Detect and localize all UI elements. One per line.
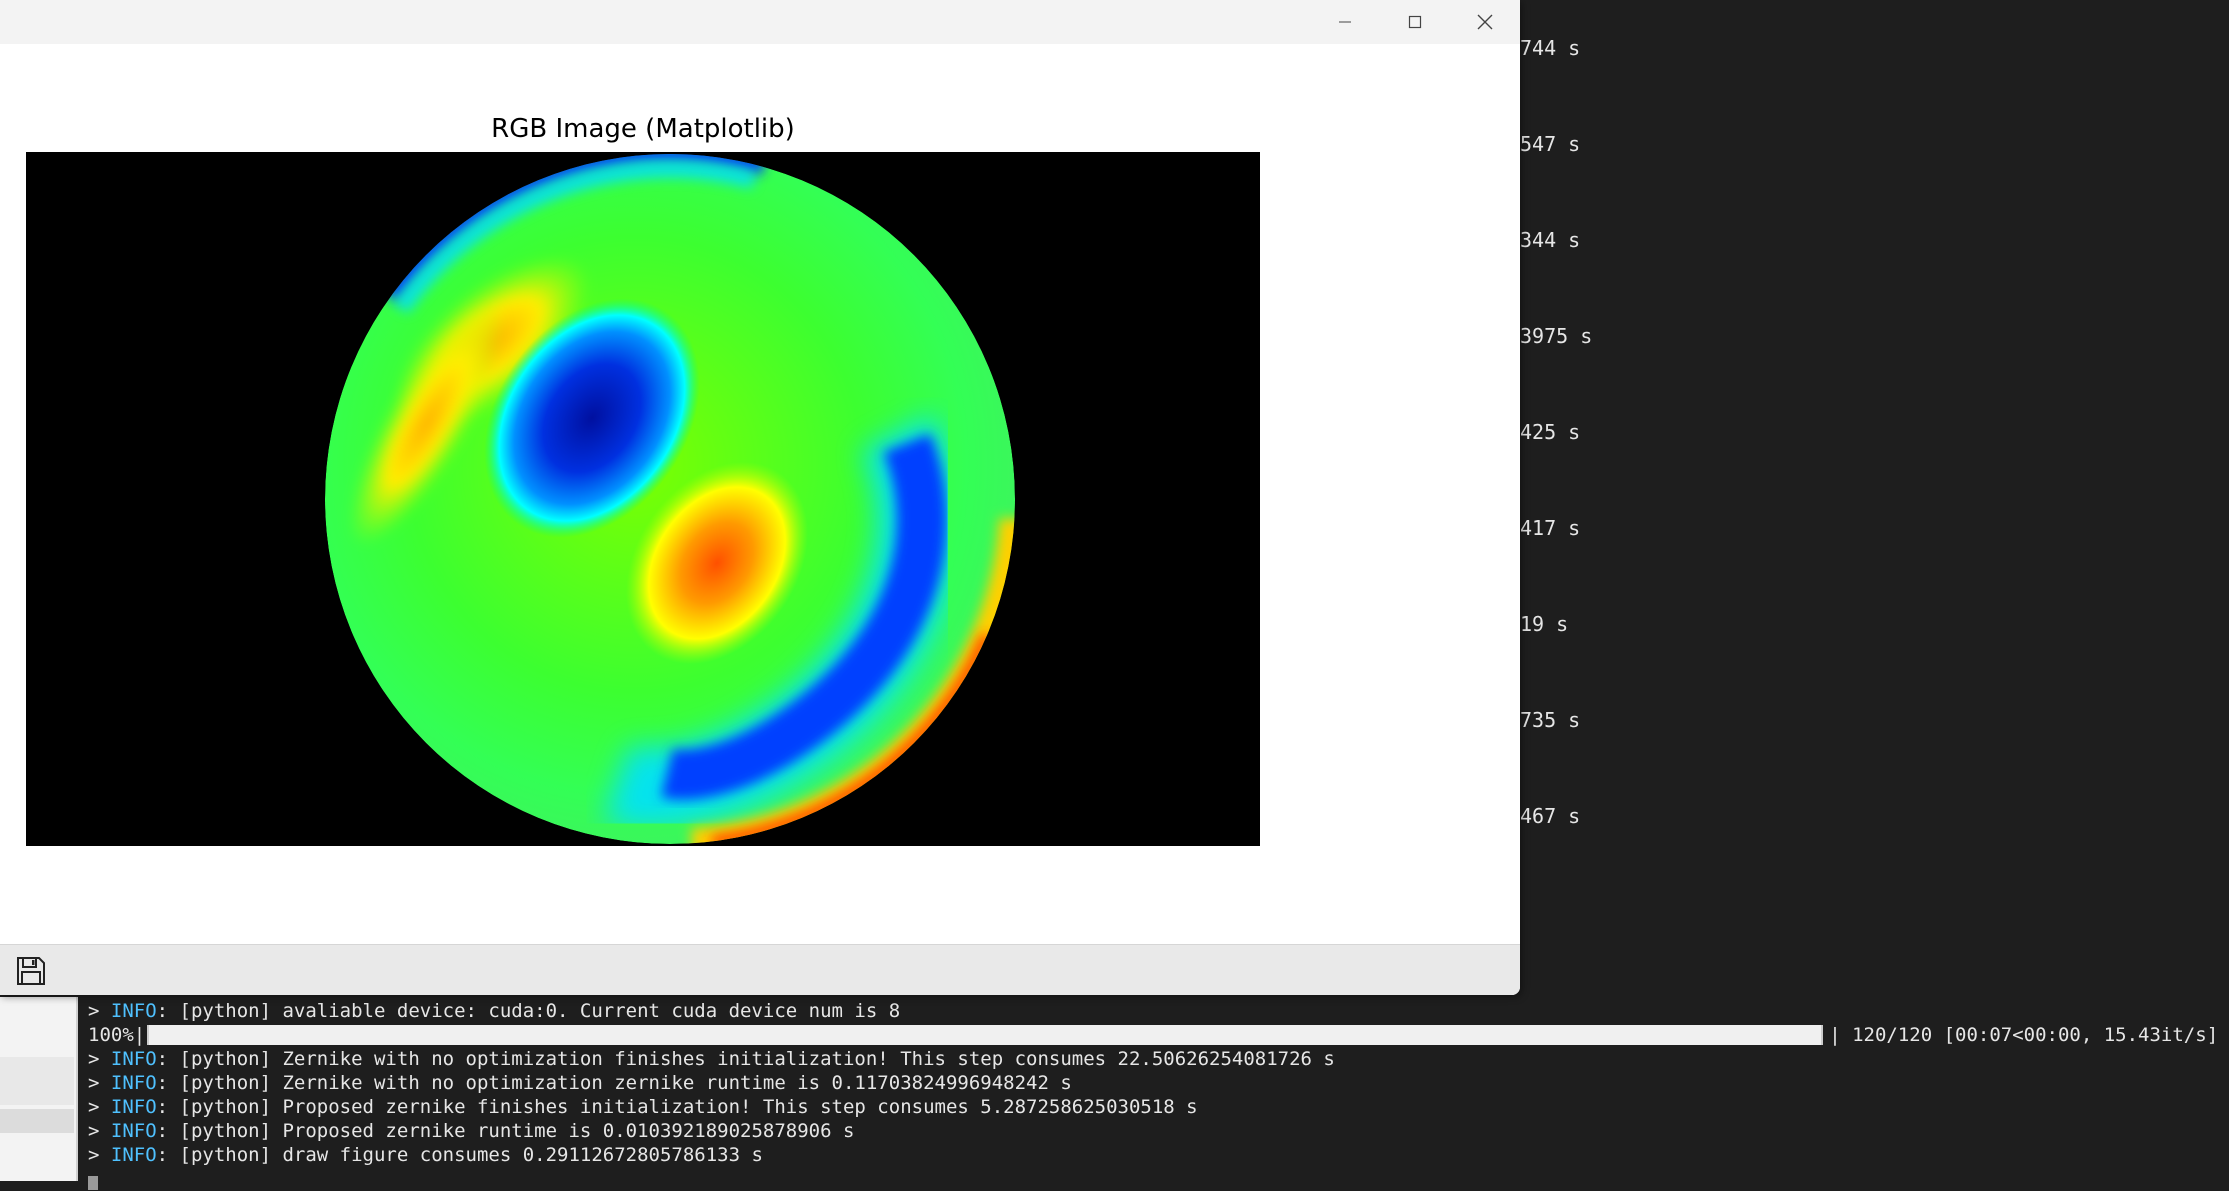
prompt: >	[88, 1096, 111, 1118]
bg-terminal-line: 547 s	[1520, 132, 1581, 156]
terminal-line-text: : [python] avaliable device: cuda:0. Cur…	[156, 1000, 901, 1022]
terminal-sidebar-item[interactable]	[0, 1109, 74, 1133]
bg-terminal-line: 19 s	[1520, 612, 1569, 636]
terminal-line-text: : [python] Zernike with no optimization …	[156, 1048, 1335, 1070]
prompt: >	[88, 1048, 111, 1070]
figure-toolbar	[0, 944, 1520, 995]
terminal-line-text: : [python] Zernike with no optimization …	[156, 1072, 1072, 1094]
figure-title: RGB Image (Matplotlib)	[491, 114, 795, 144]
bg-terminal-line: 425 s	[1520, 420, 1581, 444]
bg-terminal-line: 735 s	[1520, 708, 1581, 732]
terminal-line: > INFO: [python] Proposed zernike finish…	[88, 1095, 2229, 1119]
terminal-line: > INFO: [python] draw figure consumes 0.…	[88, 1143, 2229, 1167]
progress-bar	[147, 1025, 1824, 1045]
info-tag: INFO	[110, 1144, 157, 1166]
prompt: >	[88, 1000, 111, 1022]
progress-suffix: | 120/120 [00:07<00:00, 15.43it/s]	[1829, 1024, 2219, 1046]
maximize-button[interactable]	[1380, 0, 1450, 44]
info-tag: INFO	[110, 1048, 157, 1070]
info-tag: INFO	[110, 1096, 157, 1118]
zernike-wavefront-image	[325, 154, 1015, 844]
terminal-line: > INFO: [python] avaliable device: cuda:…	[88, 999, 2229, 1023]
terminal-cursor	[88, 1175, 98, 1190]
prompt: >	[88, 1144, 111, 1166]
minimize-icon	[1339, 21, 1351, 23]
progress-line: 100%| | 120/120 [00:07<00:00, 15.43it/s]	[88, 1023, 2229, 1047]
info-tag: INFO	[110, 1000, 157, 1022]
terminal-line-text: : [python] Proposed zernike runtime is 0…	[156, 1120, 855, 1142]
save-button[interactable]	[12, 952, 50, 990]
terminal-sidebar-item[interactable]	[0, 1057, 74, 1105]
terminal-line-text: : [python] draw figure consumes 0.291126…	[156, 1144, 763, 1166]
prompt: >	[88, 1072, 111, 1094]
save-icon	[17, 957, 45, 985]
terminal-line-text: : [python] Proposed zernike finishes ini…	[156, 1096, 1198, 1118]
terminal-line: > INFO: [python] Proposed zernike runtim…	[88, 1119, 2229, 1143]
terminal-line: > INFO: [python] Zernike with no optimiz…	[88, 1047, 2229, 1071]
close-icon	[1477, 14, 1493, 30]
bg-terminal-line: 467 s	[1520, 804, 1581, 828]
info-tag: INFO	[110, 1072, 157, 1094]
close-button[interactable]	[1450, 0, 1520, 44]
bg-terminal-line: 744 s	[1520, 36, 1581, 60]
bg-terminal-line: 344 s	[1520, 228, 1581, 252]
plot-area[interactable]	[26, 152, 1260, 846]
figure-canvas[interactable]: RGB Image (Matplotlib)	[0, 44, 1520, 944]
minimize-button[interactable]	[1310, 0, 1380, 44]
info-tag: INFO	[110, 1120, 157, 1142]
background-terminal: 744 s 547 s 344 s 3975 s 425 s 417 s 19 …	[1520, 0, 2229, 1000]
bg-terminal-line: 3975 s	[1520, 324, 1593, 348]
window-titlebar[interactable]	[0, 0, 1520, 44]
prompt: >	[88, 1120, 111, 1142]
terminal-output: > INFO: [python] avaliable device: cuda:…	[88, 999, 2229, 1191]
bg-terminal-line: 417 s	[1520, 516, 1581, 540]
terminal-sidebar	[0, 997, 78, 1181]
matplotlib-window: RGB Image (Matplotlib)	[0, 0, 1520, 995]
progress-percent: 100%|	[88, 1024, 146, 1046]
terminal-panel[interactable]: > INFO: [python] avaliable device: cuda:…	[0, 997, 2229, 1190]
maximize-icon	[1408, 15, 1422, 29]
terminal-cursor-line	[88, 1167, 2229, 1191]
terminal-line: > INFO: [python] Zernike with no optimiz…	[88, 1071, 2229, 1095]
